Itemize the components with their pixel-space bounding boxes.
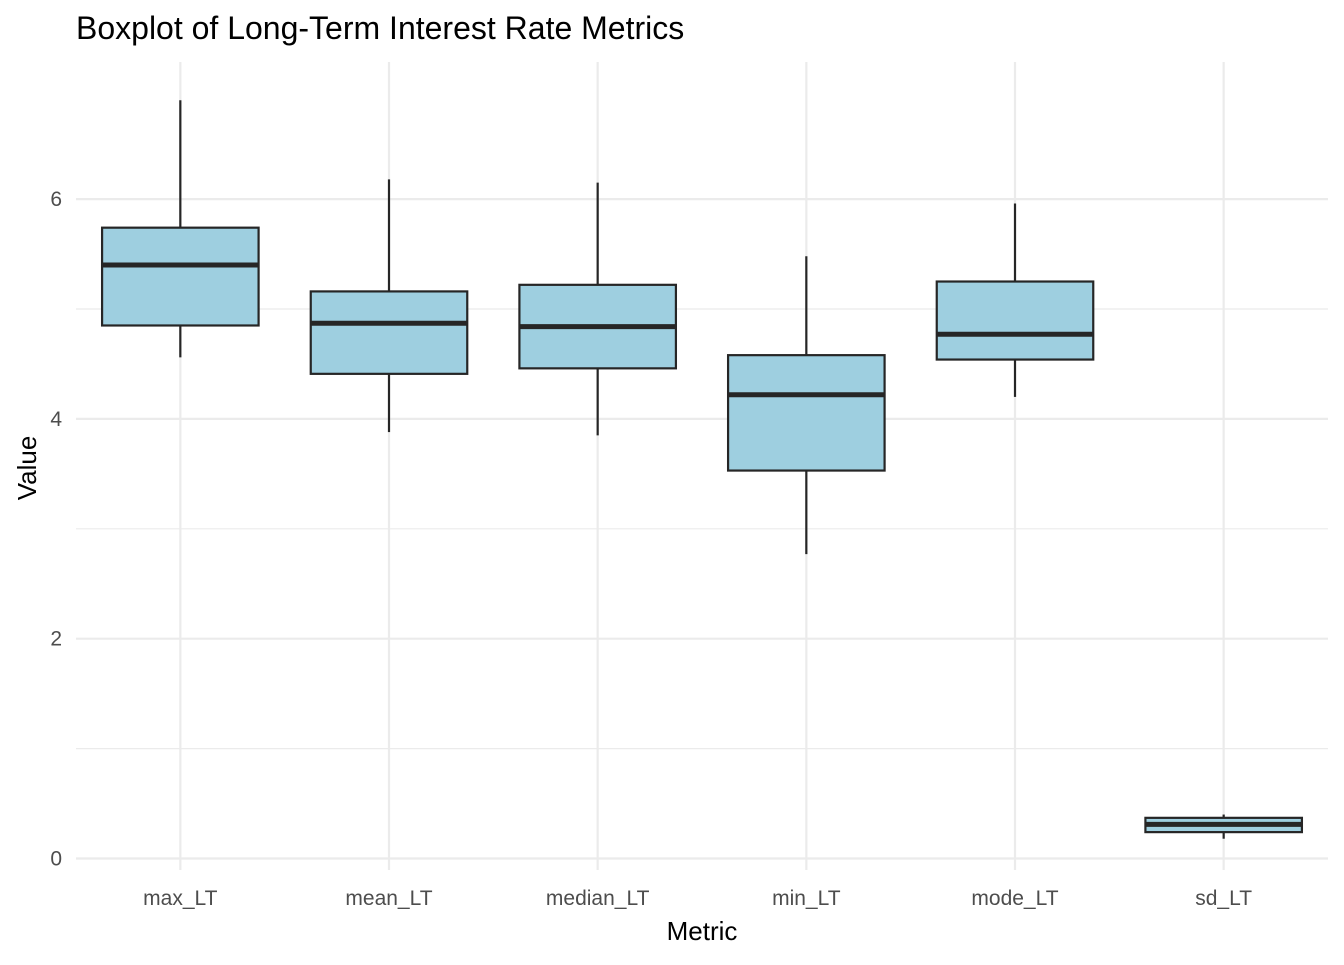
box-mean_LT xyxy=(309,179,469,433)
x-tick-label: sd_LT xyxy=(1195,887,1252,910)
x-tick-label: min_LT xyxy=(772,887,841,910)
x-tick-label: median_LT xyxy=(546,887,650,910)
y-axis-title: Value xyxy=(12,436,42,501)
y-tick-label: 6 xyxy=(50,188,62,211)
y-tick-label: 2 xyxy=(50,628,62,651)
box-max_LT xyxy=(100,100,260,358)
grid-lines xyxy=(76,62,1328,870)
box-body xyxy=(100,226,260,327)
box-min_LT xyxy=(726,256,886,555)
x-tick-label: mode_LT xyxy=(971,887,1058,910)
x-axis-title: Metric xyxy=(667,916,738,946)
box-body xyxy=(935,280,1095,361)
box-median_LT xyxy=(518,182,678,436)
x-tick-label: max_LT xyxy=(143,887,217,910)
box-body xyxy=(309,290,469,375)
box-mode_LT xyxy=(935,203,1095,397)
tick-labels: 0 2 4 6 max_LT mean_LT median_LT min_LT mode_LT s… xyxy=(50,188,1252,910)
y-tick-label: 0 xyxy=(50,848,62,871)
chart-title: Boxplot of Long-Term Interest Rate Metri… xyxy=(76,10,684,46)
boxes xyxy=(100,100,1304,839)
box-sd_LT xyxy=(1144,814,1304,839)
x-tick-label: mean_LT xyxy=(345,887,432,910)
y-tick-label: 4 xyxy=(50,408,62,431)
box-body xyxy=(726,354,886,472)
